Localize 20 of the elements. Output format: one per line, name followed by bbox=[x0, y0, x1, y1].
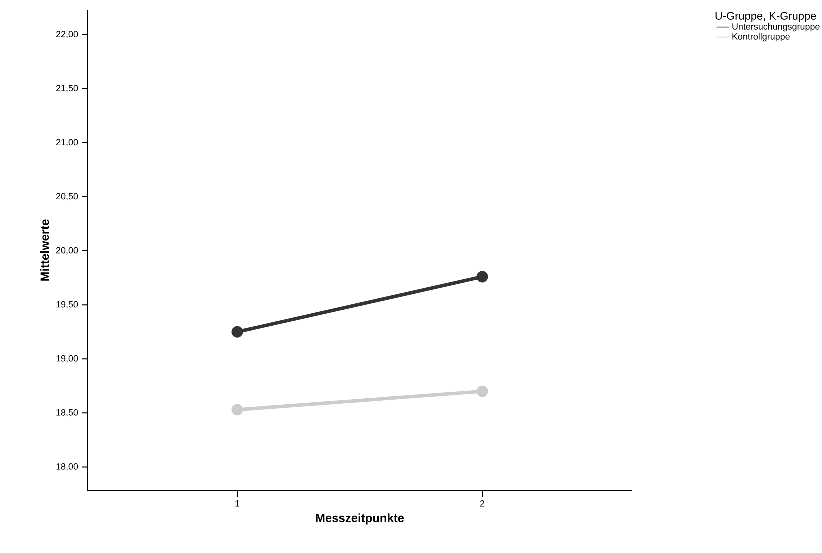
y-tick-label: 20,00 bbox=[56, 247, 78, 255]
y-tick-label: 21,50 bbox=[56, 85, 78, 93]
y-axis-title: Mittelwerte bbox=[40, 220, 50, 281]
x-axis-title: Messzeitpunkte bbox=[316, 514, 404, 525]
point bbox=[476, 386, 488, 398]
y-tick-label: 22,00 bbox=[56, 31, 78, 39]
y-tick-label: 19,50 bbox=[56, 301, 78, 309]
y-tick-label: 18,00 bbox=[56, 464, 78, 471]
point bbox=[232, 404, 244, 416]
y-tick-label: 19,00 bbox=[56, 355, 78, 363]
point bbox=[232, 326, 244, 338]
y-tick-label: 21,00 bbox=[56, 139, 78, 147]
point bbox=[476, 271, 488, 283]
x-tick-label: 1 bbox=[236, 500, 240, 507]
x-tick-label: 2 bbox=[480, 500, 485, 507]
legend-title: U-Gruppe, K-Gruppe bbox=[716, 12, 816, 22]
y-tick-label: 20,50 bbox=[56, 193, 78, 201]
legend-label: Kontrollgruppe bbox=[732, 33, 790, 42]
legend-label: Untersuchungsgruppe bbox=[732, 23, 820, 32]
y-tick-label: 18,50 bbox=[56, 409, 78, 417]
